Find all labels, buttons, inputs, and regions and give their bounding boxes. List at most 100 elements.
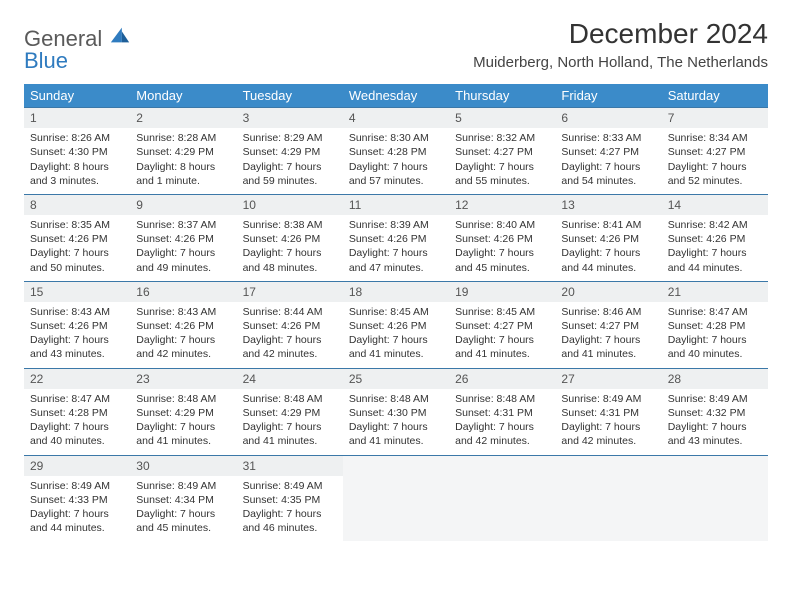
- sunrise-text: Sunrise: 8:34 AM: [668, 131, 762, 145]
- sunrise-text: Sunrise: 8:49 AM: [561, 392, 655, 406]
- day-content-cell: Sunrise: 8:33 AMSunset: 4:27 PMDaylight:…: [555, 128, 661, 194]
- day-content-cell: Sunrise: 8:26 AMSunset: 4:30 PMDaylight:…: [24, 128, 130, 194]
- daylight-text: Daylight: 7 hours and 59 minutes.: [243, 160, 337, 188]
- weekday-header: Monday: [130, 84, 236, 108]
- day-number-cell: 19: [449, 281, 555, 302]
- daylight-text: Daylight: 7 hours and 54 minutes.: [561, 160, 655, 188]
- sunset-text: Sunset: 4:27 PM: [455, 145, 549, 159]
- sunrise-text: Sunrise: 8:43 AM: [30, 305, 124, 319]
- day-content-cell: [343, 476, 449, 542]
- day-number-cell: [343, 455, 449, 476]
- day-content-cell: Sunrise: 8:49 AMSunset: 4:34 PMDaylight:…: [130, 476, 236, 542]
- sunset-text: Sunset: 4:35 PM: [243, 493, 337, 507]
- daylight-text: Daylight: 7 hours and 52 minutes.: [668, 160, 762, 188]
- daylight-text: Daylight: 7 hours and 40 minutes.: [30, 420, 124, 448]
- day-number-cell: 5: [449, 108, 555, 129]
- sunrise-text: Sunrise: 8:47 AM: [668, 305, 762, 319]
- day-content-cell: Sunrise: 8:42 AMSunset: 4:26 PMDaylight:…: [662, 215, 768, 281]
- sunset-text: Sunset: 4:26 PM: [136, 232, 230, 246]
- sunset-text: Sunset: 4:26 PM: [349, 319, 443, 333]
- sunrise-text: Sunrise: 8:37 AM: [136, 218, 230, 232]
- sunset-text: Sunset: 4:26 PM: [136, 319, 230, 333]
- day-number-cell: 14: [662, 194, 768, 215]
- day-content-row: Sunrise: 8:35 AMSunset: 4:26 PMDaylight:…: [24, 215, 768, 281]
- day-number-cell: 27: [555, 368, 661, 389]
- sunrise-text: Sunrise: 8:48 AM: [455, 392, 549, 406]
- day-content-cell: Sunrise: 8:49 AMSunset: 4:35 PMDaylight:…: [237, 476, 343, 542]
- day-number-cell: 15: [24, 281, 130, 302]
- sunset-text: Sunset: 4:31 PM: [561, 406, 655, 420]
- day-number-cell: 13: [555, 194, 661, 215]
- day-content-cell: [449, 476, 555, 542]
- day-content-cell: Sunrise: 8:45 AMSunset: 4:26 PMDaylight:…: [343, 302, 449, 368]
- sunrise-text: Sunrise: 8:38 AM: [243, 218, 337, 232]
- daylight-text: Daylight: 7 hours and 41 minutes.: [455, 333, 549, 361]
- sunrise-text: Sunrise: 8:49 AM: [30, 479, 124, 493]
- daylight-text: Daylight: 7 hours and 42 minutes.: [455, 420, 549, 448]
- daylight-text: Daylight: 7 hours and 42 minutes.: [243, 333, 337, 361]
- day-content-cell: Sunrise: 8:40 AMSunset: 4:26 PMDaylight:…: [449, 215, 555, 281]
- day-number-cell: 8: [24, 194, 130, 215]
- sunset-text: Sunset: 4:26 PM: [668, 232, 762, 246]
- sunset-text: Sunset: 4:30 PM: [349, 406, 443, 420]
- month-title: December 2024: [473, 18, 768, 50]
- sunrise-text: Sunrise: 8:29 AM: [243, 131, 337, 145]
- weekday-header: Friday: [555, 84, 661, 108]
- day-number-cell: 3: [237, 108, 343, 129]
- day-content-row: Sunrise: 8:43 AMSunset: 4:26 PMDaylight:…: [24, 302, 768, 368]
- day-number-cell: 26: [449, 368, 555, 389]
- sunrise-text: Sunrise: 8:47 AM: [30, 392, 124, 406]
- sunset-text: Sunset: 4:27 PM: [561, 145, 655, 159]
- sunset-text: Sunset: 4:28 PM: [349, 145, 443, 159]
- sunrise-text: Sunrise: 8:49 AM: [243, 479, 337, 493]
- location-text: Muiderberg, North Holland, The Netherlan…: [473, 54, 768, 71]
- sunset-text: Sunset: 4:26 PM: [561, 232, 655, 246]
- day-content-cell: Sunrise: 8:43 AMSunset: 4:26 PMDaylight:…: [130, 302, 236, 368]
- sunset-text: Sunset: 4:26 PM: [243, 232, 337, 246]
- day-number-cell: 29: [24, 455, 130, 476]
- daylight-text: Daylight: 7 hours and 50 minutes.: [30, 246, 124, 274]
- day-number-cell: 9: [130, 194, 236, 215]
- sunrise-text: Sunrise: 8:49 AM: [668, 392, 762, 406]
- header: General Blue December 2024 Muiderberg, N…: [24, 18, 768, 74]
- logo-blue-text: Blue: [24, 48, 131, 74]
- day-number-row: 891011121314: [24, 194, 768, 215]
- day-number-cell: 30: [130, 455, 236, 476]
- daylight-text: Daylight: 7 hours and 41 minutes.: [349, 420, 443, 448]
- day-content-cell: Sunrise: 8:38 AMSunset: 4:26 PMDaylight:…: [237, 215, 343, 281]
- sunset-text: Sunset: 4:26 PM: [30, 319, 124, 333]
- day-number-cell: 22: [24, 368, 130, 389]
- day-number-cell: 20: [555, 281, 661, 302]
- day-number-row: 293031: [24, 455, 768, 476]
- sunrise-text: Sunrise: 8:48 AM: [349, 392, 443, 406]
- day-content-cell: Sunrise: 8:46 AMSunset: 4:27 PMDaylight:…: [555, 302, 661, 368]
- sunset-text: Sunset: 4:29 PM: [243, 145, 337, 159]
- day-number-cell: 25: [343, 368, 449, 389]
- day-number-cell: 17: [237, 281, 343, 302]
- day-content-cell: Sunrise: 8:34 AMSunset: 4:27 PMDaylight:…: [662, 128, 768, 194]
- sunset-text: Sunset: 4:31 PM: [455, 406, 549, 420]
- sunset-text: Sunset: 4:29 PM: [136, 406, 230, 420]
- daylight-text: Daylight: 8 hours and 3 minutes.: [30, 160, 124, 188]
- sunset-text: Sunset: 4:26 PM: [455, 232, 549, 246]
- day-number-cell: 12: [449, 194, 555, 215]
- day-number-cell: 2: [130, 108, 236, 129]
- day-content-row: Sunrise: 8:49 AMSunset: 4:33 PMDaylight:…: [24, 476, 768, 542]
- sunset-text: Sunset: 4:32 PM: [668, 406, 762, 420]
- day-content-cell: Sunrise: 8:28 AMSunset: 4:29 PMDaylight:…: [130, 128, 236, 194]
- sunrise-text: Sunrise: 8:45 AM: [349, 305, 443, 319]
- daylight-text: Daylight: 7 hours and 44 minutes.: [30, 507, 124, 535]
- daylight-text: Daylight: 7 hours and 45 minutes.: [455, 246, 549, 274]
- sunrise-text: Sunrise: 8:39 AM: [349, 218, 443, 232]
- day-number-cell: [662, 455, 768, 476]
- day-content-cell: Sunrise: 8:48 AMSunset: 4:30 PMDaylight:…: [343, 389, 449, 455]
- daylight-text: Daylight: 7 hours and 43 minutes.: [668, 420, 762, 448]
- day-number-cell: 6: [555, 108, 661, 129]
- day-content-cell: Sunrise: 8:44 AMSunset: 4:26 PMDaylight:…: [237, 302, 343, 368]
- day-number-cell: 21: [662, 281, 768, 302]
- day-content-cell: Sunrise: 8:47 AMSunset: 4:28 PMDaylight:…: [662, 302, 768, 368]
- sunrise-text: Sunrise: 8:35 AM: [30, 218, 124, 232]
- sunrise-text: Sunrise: 8:30 AM: [349, 131, 443, 145]
- day-number-cell: 31: [237, 455, 343, 476]
- sunset-text: Sunset: 4:26 PM: [30, 232, 124, 246]
